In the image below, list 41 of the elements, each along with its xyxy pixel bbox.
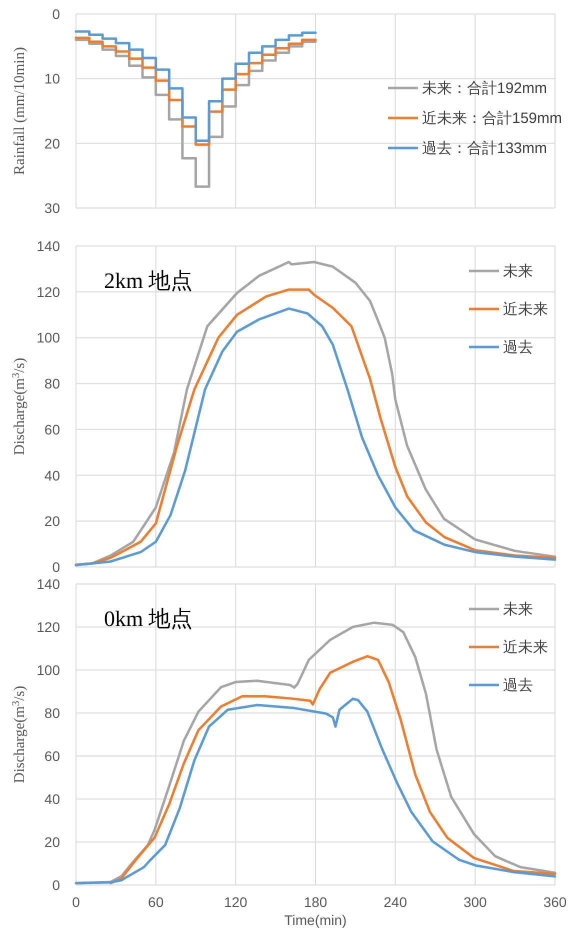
annotation: 0km 地点 xyxy=(104,606,193,631)
y-tick-label: 140 xyxy=(36,576,60,592)
legend-label: 未来 xyxy=(503,263,533,280)
y-tick-label: 40 xyxy=(44,791,60,807)
legend-label: 過去 xyxy=(503,677,533,694)
y-tick-label: 60 xyxy=(44,421,60,438)
legend-label: 未来 xyxy=(503,601,533,618)
legend-label: 過去：合計133mm xyxy=(422,140,548,157)
x-tick-label: 0 xyxy=(72,894,80,910)
y-tick-label: 0 xyxy=(52,877,60,893)
x-tick-label: 240 xyxy=(384,894,408,910)
x-tick-label: 120 xyxy=(224,894,248,910)
annotation: 2km 地点 xyxy=(104,268,193,293)
y-tick-label: 100 xyxy=(36,330,60,346)
y-tick-label: 0 xyxy=(52,559,60,575)
legend-label: 過去 xyxy=(503,339,533,356)
y-tick-label: 140 xyxy=(36,238,60,254)
x-tick-label: 300 xyxy=(463,894,488,910)
y-tick-label: 80 xyxy=(44,376,60,392)
y-tick-label: 120 xyxy=(36,619,60,635)
y-tick-label: 30 xyxy=(44,200,60,216)
y-tick-label: 10 xyxy=(44,70,60,87)
y-tick-label: 120 xyxy=(36,284,60,300)
y-tick-label: 40 xyxy=(44,467,60,484)
y-tick-label: 80 xyxy=(44,705,60,721)
y-tick-label: 0 xyxy=(52,6,60,22)
y-tick-label: 20 xyxy=(44,135,60,152)
line-series xyxy=(109,654,556,884)
y-tick-label: 100 xyxy=(36,662,60,678)
legend-label: 近未来 xyxy=(503,301,548,318)
legend-label: 近未来 xyxy=(503,639,548,656)
y-axis-title: Rainfall (mm/10min) xyxy=(12,47,28,175)
legend-label: 近未来：合計159mm xyxy=(422,110,562,127)
x-axis-title: Time(min) xyxy=(284,912,347,928)
x-tick-label: 360 xyxy=(543,894,567,910)
legend-label: 未来：合計192mm xyxy=(422,80,548,97)
x-tick-label: 60 xyxy=(148,894,164,910)
x-tick-label: 180 xyxy=(304,894,328,910)
y-tick-label: 20 xyxy=(44,834,60,850)
y-tick-label: 60 xyxy=(44,748,60,764)
y-tick-label: 20 xyxy=(44,513,60,530)
